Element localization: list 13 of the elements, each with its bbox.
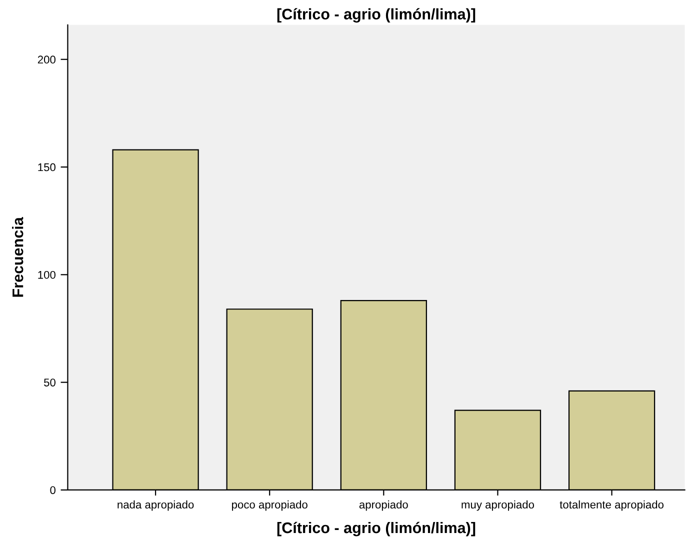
y-tick-label: 150 [38, 163, 56, 172]
y-tick-label: 50 [44, 378, 56, 386]
y-tick-label: 200 [38, 56, 56, 64]
y-tick-label: 0 [50, 486, 56, 494]
x-tick-label: muy apropiado [462, 500, 534, 511]
x-tick-label: apropiado [359, 500, 408, 511]
chart-title: [Cítrico - agrio (limón/lima)] [277, 8, 476, 23]
x-axis-title: [Cítrico - agrio (limón/lima)] [277, 522, 476, 536]
y-tick-label: 100 [38, 270, 56, 279]
x-tick-label: nada apropiado [118, 500, 194, 511]
y-axis-title: Frecuencia [12, 217, 24, 297]
x-tick-label: totalmente apropiado [560, 500, 664, 511]
x-tick-label: poco apropiado [232, 500, 308, 511]
